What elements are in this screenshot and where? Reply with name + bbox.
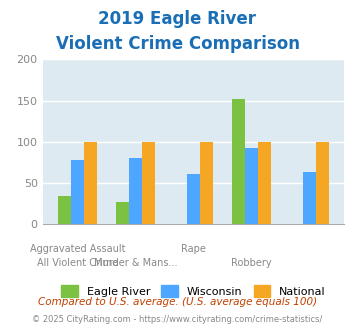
Bar — [58, 195, 71, 224]
Bar — [258, 142, 271, 224]
Text: Rape: Rape — [181, 244, 206, 254]
Bar — [187, 174, 200, 224]
Legend: Eagle River, Wisconsin, National: Eagle River, Wisconsin, National — [57, 281, 330, 301]
Bar — [200, 142, 213, 224]
Text: Murder & Mans...: Murder & Mans... — [94, 258, 177, 268]
Bar — [84, 142, 97, 224]
Bar — [116, 202, 129, 224]
Bar — [233, 99, 245, 224]
Text: Compared to U.S. average. (U.S. average equals 100): Compared to U.S. average. (U.S. average … — [38, 297, 317, 307]
Text: Violent Crime Comparison: Violent Crime Comparison — [55, 35, 300, 53]
Bar — [129, 158, 142, 224]
Text: 2019 Eagle River: 2019 Eagle River — [98, 10, 257, 28]
Bar — [142, 142, 154, 224]
Text: © 2025 CityRating.com - https://www.cityrating.com/crime-statistics/: © 2025 CityRating.com - https://www.city… — [32, 315, 323, 324]
Text: Robbery: Robbery — [231, 258, 272, 268]
Bar — [316, 142, 329, 224]
Text: Aggravated Assault: Aggravated Assault — [30, 244, 125, 254]
Bar — [245, 148, 258, 224]
Bar — [303, 172, 316, 224]
Bar — [71, 160, 84, 224]
Text: All Violent Crime: All Violent Crime — [37, 258, 118, 268]
